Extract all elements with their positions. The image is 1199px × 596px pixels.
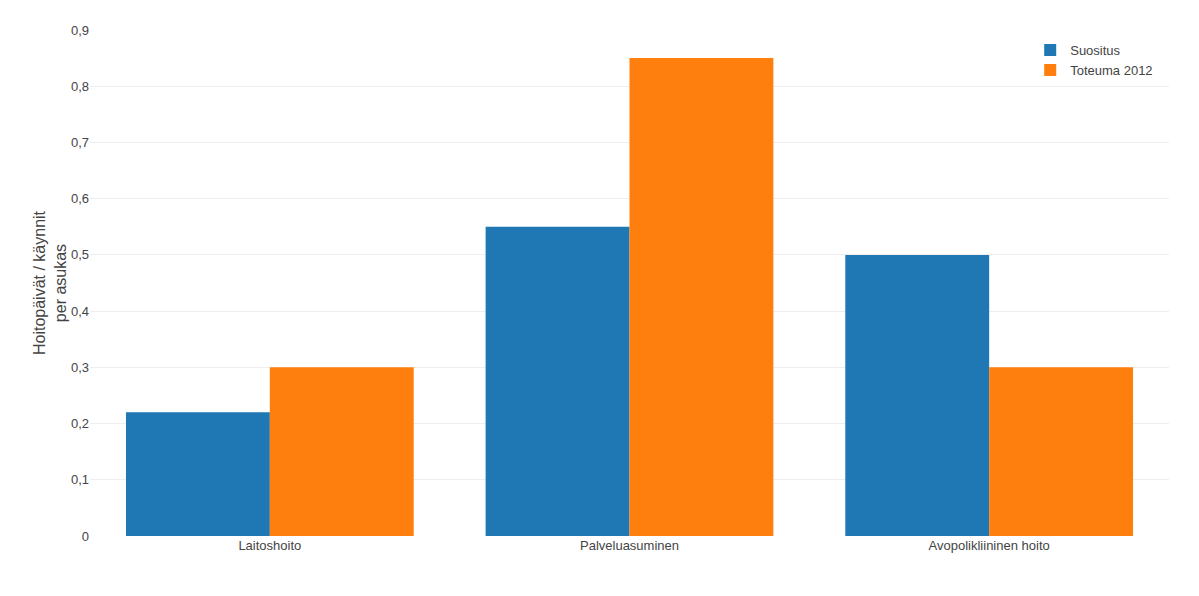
svg-text:Laitoshoito: Laitoshoito — [238, 538, 301, 553]
svg-text:Avopolikliininen hoito: Avopolikliininen hoito — [929, 538, 1050, 553]
svg-text:Palveluasuminen: Palveluasuminen — [580, 538, 679, 553]
svg-text:0,1: 0,1 — [71, 472, 89, 487]
svg-text:Suositus: Suositus — [1070, 43, 1120, 58]
svg-text:0,5: 0,5 — [71, 247, 89, 262]
svg-text:0,2: 0,2 — [71, 416, 89, 431]
svg-text:Hoitopäivät / käynnitper asuka: Hoitopäivät / käynnitper asukas — [31, 210, 69, 355]
svg-text:Toteuma 2012: Toteuma 2012 — [1070, 63, 1152, 78]
svg-text:0,3: 0,3 — [71, 360, 89, 375]
svg-text:0: 0 — [82, 529, 89, 544]
svg-text:0,9: 0,9 — [71, 23, 89, 38]
svg-text:0,6: 0,6 — [71, 191, 89, 206]
svg-text:0,7: 0,7 — [71, 135, 89, 150]
svg-text:0,8: 0,8 — [71, 79, 89, 94]
svg-text:0,4: 0,4 — [71, 304, 89, 319]
